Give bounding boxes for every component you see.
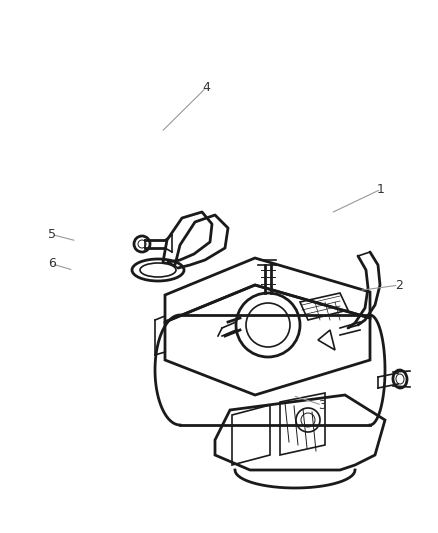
Text: 1: 1: [377, 183, 385, 196]
Text: 4: 4: [202, 82, 210, 94]
Text: 6: 6: [48, 257, 56, 270]
Text: 5: 5: [48, 228, 56, 241]
Text: 3: 3: [318, 399, 326, 411]
Text: 2: 2: [395, 279, 403, 292]
